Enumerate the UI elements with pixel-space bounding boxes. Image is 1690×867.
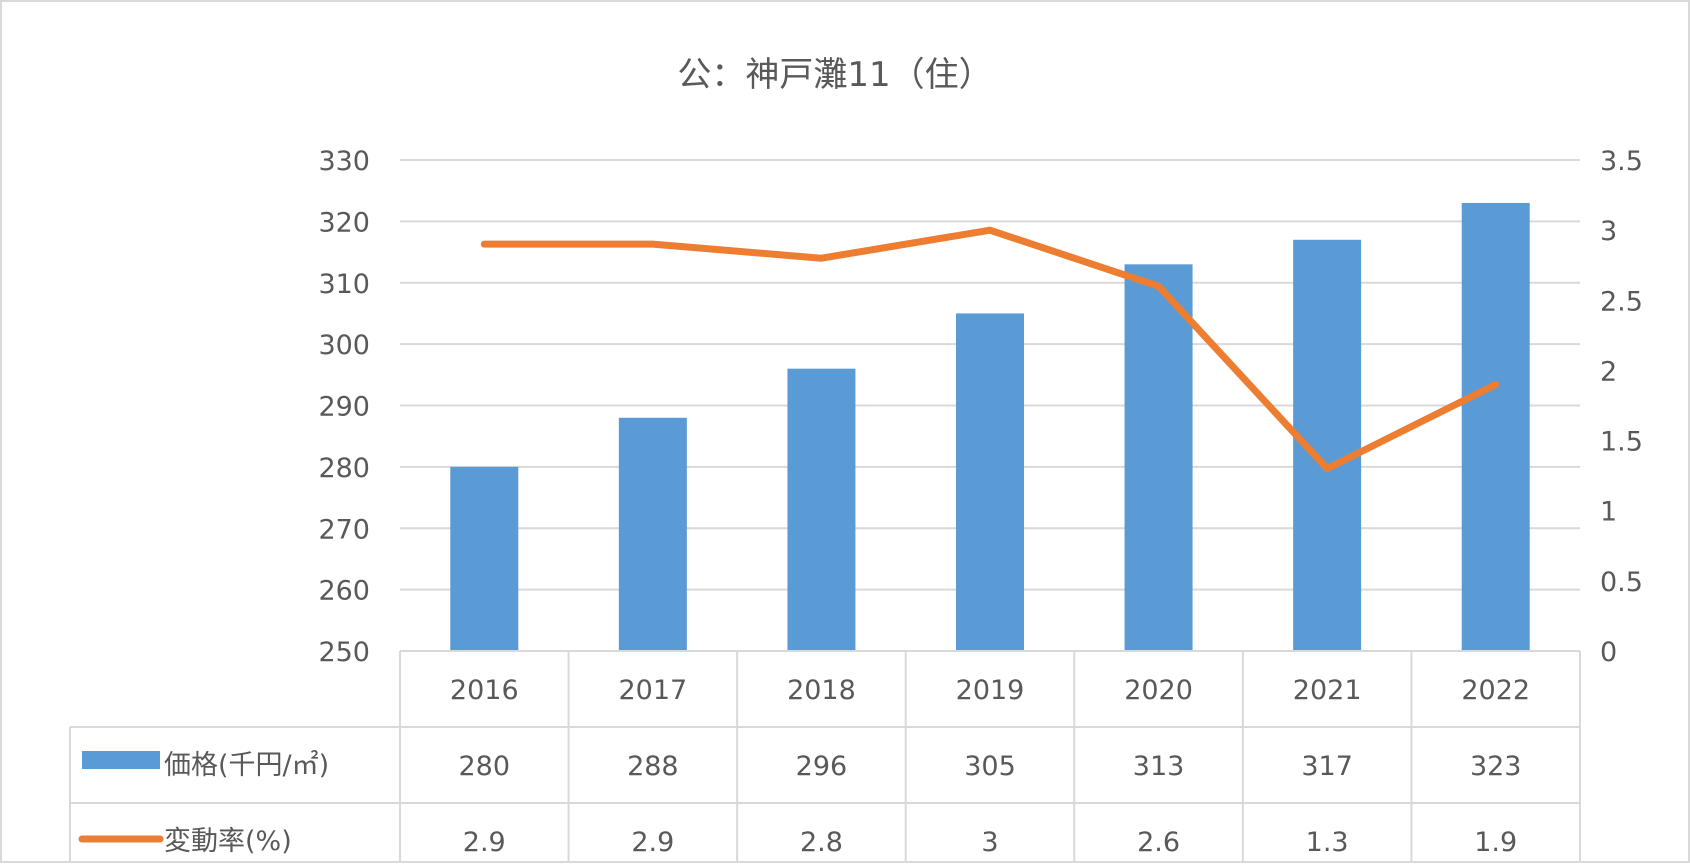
table-cell: 1.3	[1306, 827, 1349, 858]
y-tick-label-left: 260	[318, 576, 370, 607]
y-tick-label-right: 1	[1600, 497, 1617, 528]
y-tick-label-left: 270	[318, 514, 370, 545]
y-tick-label-left: 320	[318, 207, 370, 238]
y-tick-label-right: 3	[1600, 216, 1617, 247]
table-cell: 323	[1470, 751, 1522, 782]
table-cell: 296	[796, 751, 848, 782]
y-tick-label-left: 290	[318, 392, 370, 423]
table-cell: 280	[459, 751, 511, 782]
table-cell: 317	[1301, 751, 1353, 782]
bar	[619, 418, 687, 651]
y-tick-label-left: 300	[318, 330, 370, 361]
table-cell: 2.6	[1137, 827, 1180, 858]
legend-key-bar	[82, 751, 160, 769]
y-tick-label-right: 2.5	[1600, 286, 1643, 317]
x-tick-label: 2018	[787, 675, 856, 706]
x-tick-label: 2016	[450, 675, 519, 706]
bar	[787, 369, 855, 651]
table-cell: 288	[627, 751, 679, 782]
table-cell: 3	[981, 827, 998, 858]
x-tick-label: 2021	[1293, 675, 1362, 706]
x-tick-label: 2017	[618, 675, 687, 706]
y-axis-left: 250 260 270 280 290 300 310 320 330	[318, 146, 370, 668]
table-row-label: 変動率(%)	[164, 826, 292, 857]
y-tick-label-left: 250	[318, 637, 370, 668]
table-cell: 313	[1133, 751, 1185, 782]
y-tick-label-right: 1.5	[1600, 427, 1643, 458]
y-tick-label-left: 310	[318, 269, 370, 300]
table-cell: 305	[964, 751, 1016, 782]
bar	[956, 313, 1024, 651]
bar	[1125, 264, 1193, 651]
chart-title: 公：神戸灘11（住）	[677, 55, 992, 95]
y-tick-label-right: 2	[1600, 356, 1617, 387]
bar	[1462, 203, 1530, 651]
table-cell: 2.9	[463, 827, 506, 858]
table-cell: 1.9	[1474, 827, 1517, 858]
x-tick-label: 2019	[956, 675, 1025, 706]
bar	[450, 467, 518, 651]
table-row-label: 価格(千円/㎡)	[164, 750, 329, 781]
y-tick-label-right: 0.5	[1600, 567, 1643, 598]
x-tick-label: 2022	[1461, 675, 1530, 706]
y-tick-label-left: 280	[318, 453, 370, 484]
x-tick-label: 2020	[1124, 675, 1193, 706]
y-tick-label-left: 330	[318, 146, 370, 177]
table-cell: 2.9	[631, 827, 674, 858]
table-cell: 2.8	[800, 827, 843, 858]
y-tick-label-right: 0	[1600, 637, 1617, 668]
y-tick-label-right: 3.5	[1600, 146, 1643, 177]
